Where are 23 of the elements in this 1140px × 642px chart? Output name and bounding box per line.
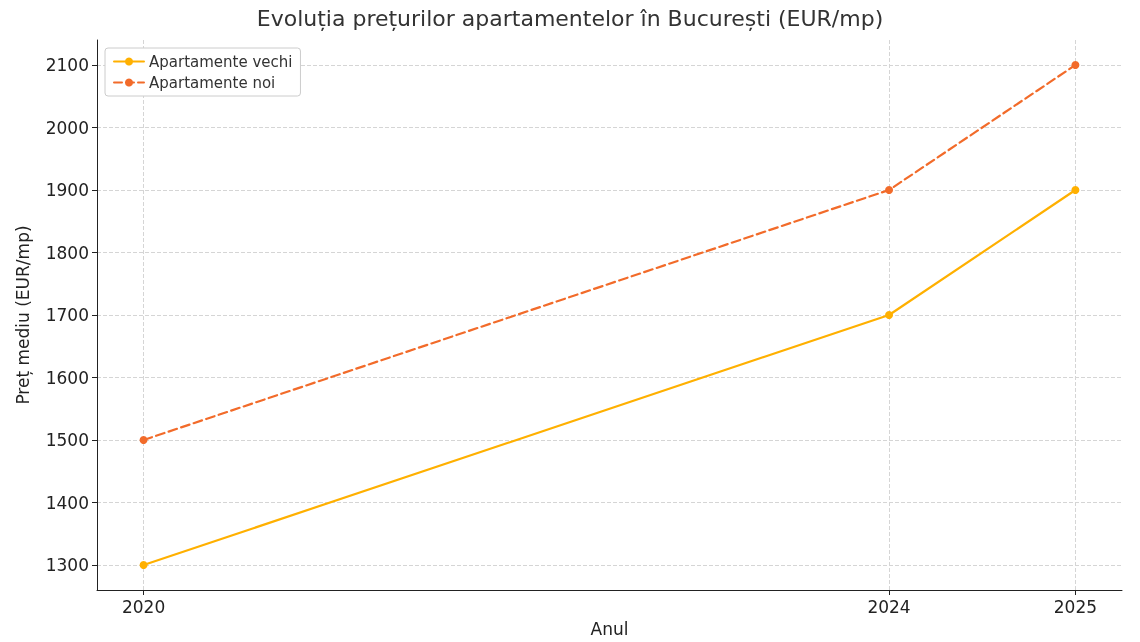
y-tick-label: 2000 — [45, 117, 89, 138]
y-axis-title: Preț mediu (EUR/mp) — [12, 225, 33, 405]
legend-label: Apartamente vechi — [149, 52, 293, 71]
point — [885, 186, 894, 194]
y-tick-label: 1600 — [45, 367, 89, 388]
point — [1071, 61, 1080, 69]
y-tick-label: 1300 — [45, 555, 89, 575]
y-tick-label: 1900 — [45, 180, 89, 200]
y-tick-label: 2100 — [45, 55, 89, 75]
point — [139, 436, 148, 444]
point — [885, 311, 894, 319]
x-tick-label: 2020 — [121, 596, 166, 617]
y-tick-label: 1400 — [45, 492, 89, 513]
y-tick-label: 1500 — [45, 430, 89, 450]
y-tick-label: 1800 — [45, 242, 89, 263]
chart-title: Evoluția prețurilor apartamentelor în București (EUR/mp) — [256, 5, 884, 31]
x-tick-label: 2025 — [1053, 596, 1098, 617]
x-tick-label: 2024 — [867, 596, 911, 617]
x-axis-title: Anul — [590, 618, 629, 639]
y-tick-label: 1700 — [45, 305, 89, 325]
legend-label: Apartamente noi — [149, 73, 276, 92]
point — [1071, 186, 1080, 194]
point — [139, 561, 148, 569]
